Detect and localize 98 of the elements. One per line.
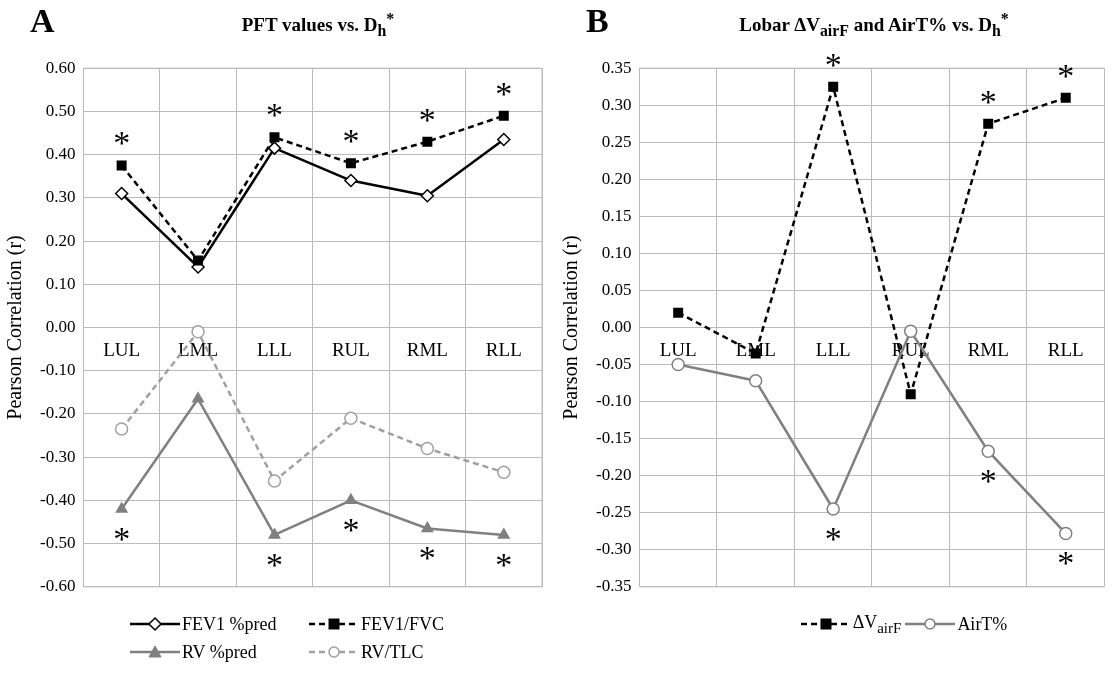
- y-tick-label: 0.15: [601, 205, 632, 225]
- point: [344, 411, 358, 426]
- y-tick-label: 0.35: [601, 57, 632, 77]
- point: [267, 474, 282, 488]
- point: [1058, 526, 1073, 541]
- point: [421, 521, 434, 533]
- y-tick-label: 0.30: [45, 187, 76, 207]
- y-tick-label: -0.35: [595, 576, 632, 596]
- legend-label: RV %pred: [182, 641, 257, 663]
- y-tick-label: -0.25: [595, 502, 632, 522]
- point: [267, 141, 282, 155]
- point: [345, 158, 356, 169]
- point: [826, 502, 840, 516]
- y-axis-title: Pearson Correlation (r): [559, 235, 583, 420]
- point: [673, 307, 684, 318]
- y-tick-label: -0.30: [595, 539, 632, 559]
- point: [192, 392, 205, 403]
- y-tick-label: -0.60: [39, 576, 76, 596]
- y-tick-label: 0.25: [601, 131, 632, 151]
- point: [671, 357, 685, 372]
- annotation: *: [824, 45, 842, 83]
- point: [114, 186, 129, 201]
- point: [748, 374, 763, 388]
- annotation: *: [824, 519, 842, 557]
- text: A: [30, 2, 55, 40]
- point: [193, 255, 204, 266]
- point: [269, 132, 280, 143]
- y-tick-label: 0.05: [601, 279, 632, 299]
- point: [420, 441, 435, 456]
- x-tick-label: RML: [967, 338, 1009, 360]
- legend-label: RV/TLC: [361, 641, 424, 663]
- point: [905, 389, 916, 400]
- legend-label: FEV1 %pred: [182, 613, 277, 635]
- y-tick-label: 0.60: [45, 57, 76, 77]
- point: [344, 493, 357, 505]
- y-tick-label: 0.10: [45, 273, 76, 293]
- point: [420, 188, 435, 203]
- y-tick-label: 0.00: [45, 316, 76, 336]
- y-tick-label: -0.10: [39, 360, 76, 380]
- annotation: *: [495, 545, 513, 583]
- point: [498, 110, 509, 121]
- x-tick-label: RLL: [1047, 338, 1084, 360]
- y-tick-label: -0.40: [39, 489, 76, 509]
- x-tick-label: LLL: [257, 338, 292, 360]
- y-tick-label: 0.40: [45, 144, 76, 164]
- annotation: *: [1057, 544, 1075, 582]
- annotation: *: [342, 511, 360, 549]
- y-tick-label: -0.20: [595, 465, 632, 485]
- legend-label: FEV1/FVC: [361, 613, 445, 635]
- y-tick-label: -0.05: [595, 354, 632, 374]
- y-tick-label: -0.50: [39, 533, 76, 553]
- point: [344, 173, 358, 188]
- y-tick-label: 0.50: [45, 100, 76, 120]
- annotation: *: [113, 124, 131, 162]
- annotation: *: [418, 539, 436, 577]
- annotation: *: [979, 82, 997, 120]
- legend-label: ΔV$_{airF}$: [852, 611, 902, 637]
- y-tick-label: 0.10: [601, 242, 632, 262]
- y-tick-label: -0.20: [39, 403, 76, 423]
- y-tick-label: 0.20: [45, 230, 76, 250]
- y-tick-label: 0.20: [601, 168, 632, 188]
- point: [497, 528, 510, 539]
- point: [828, 81, 839, 92]
- point: [114, 422, 129, 436]
- y-tick-label: -0.30: [39, 446, 76, 466]
- x-tick-label: LML: [178, 338, 219, 360]
- x-tick-label: RML: [406, 338, 448, 360]
- annotation: *: [265, 96, 283, 134]
- text: B: [586, 2, 609, 40]
- point: [1060, 92, 1071, 103]
- point: [981, 444, 995, 458]
- annotation: *: [342, 122, 360, 160]
- point: [191, 325, 205, 339]
- point: [116, 160, 127, 171]
- point: [422, 136, 433, 147]
- x-tick-label: RLL: [485, 338, 522, 360]
- point: [115, 502, 128, 513]
- point: [268, 528, 281, 539]
- y-axis-title: Pearson Correlation (r): [3, 235, 27, 420]
- annotation: *: [418, 100, 436, 138]
- x-tick-label: LUL: [103, 338, 141, 360]
- x-tick-label: LLL: [815, 338, 851, 360]
- y-tick-label: -0.10: [595, 391, 632, 411]
- point: [903, 324, 918, 338]
- annotation: *: [113, 519, 131, 557]
- point: [497, 465, 511, 480]
- point: [983, 118, 994, 129]
- annotation: *: [979, 462, 997, 500]
- y-tick-label: 0.30: [601, 94, 632, 114]
- annotation: *: [265, 545, 283, 583]
- annotation: *: [1057, 56, 1075, 94]
- point: [497, 132, 511, 147]
- y-tick-label: 0.00: [601, 316, 632, 336]
- x-tick-label: RUL: [331, 338, 370, 360]
- legend-label: AirT%: [957, 613, 1008, 635]
- x-tick-label: LUL: [659, 338, 697, 360]
- annotation: *: [495, 74, 513, 112]
- y-tick-label: -0.15: [595, 428, 632, 448]
